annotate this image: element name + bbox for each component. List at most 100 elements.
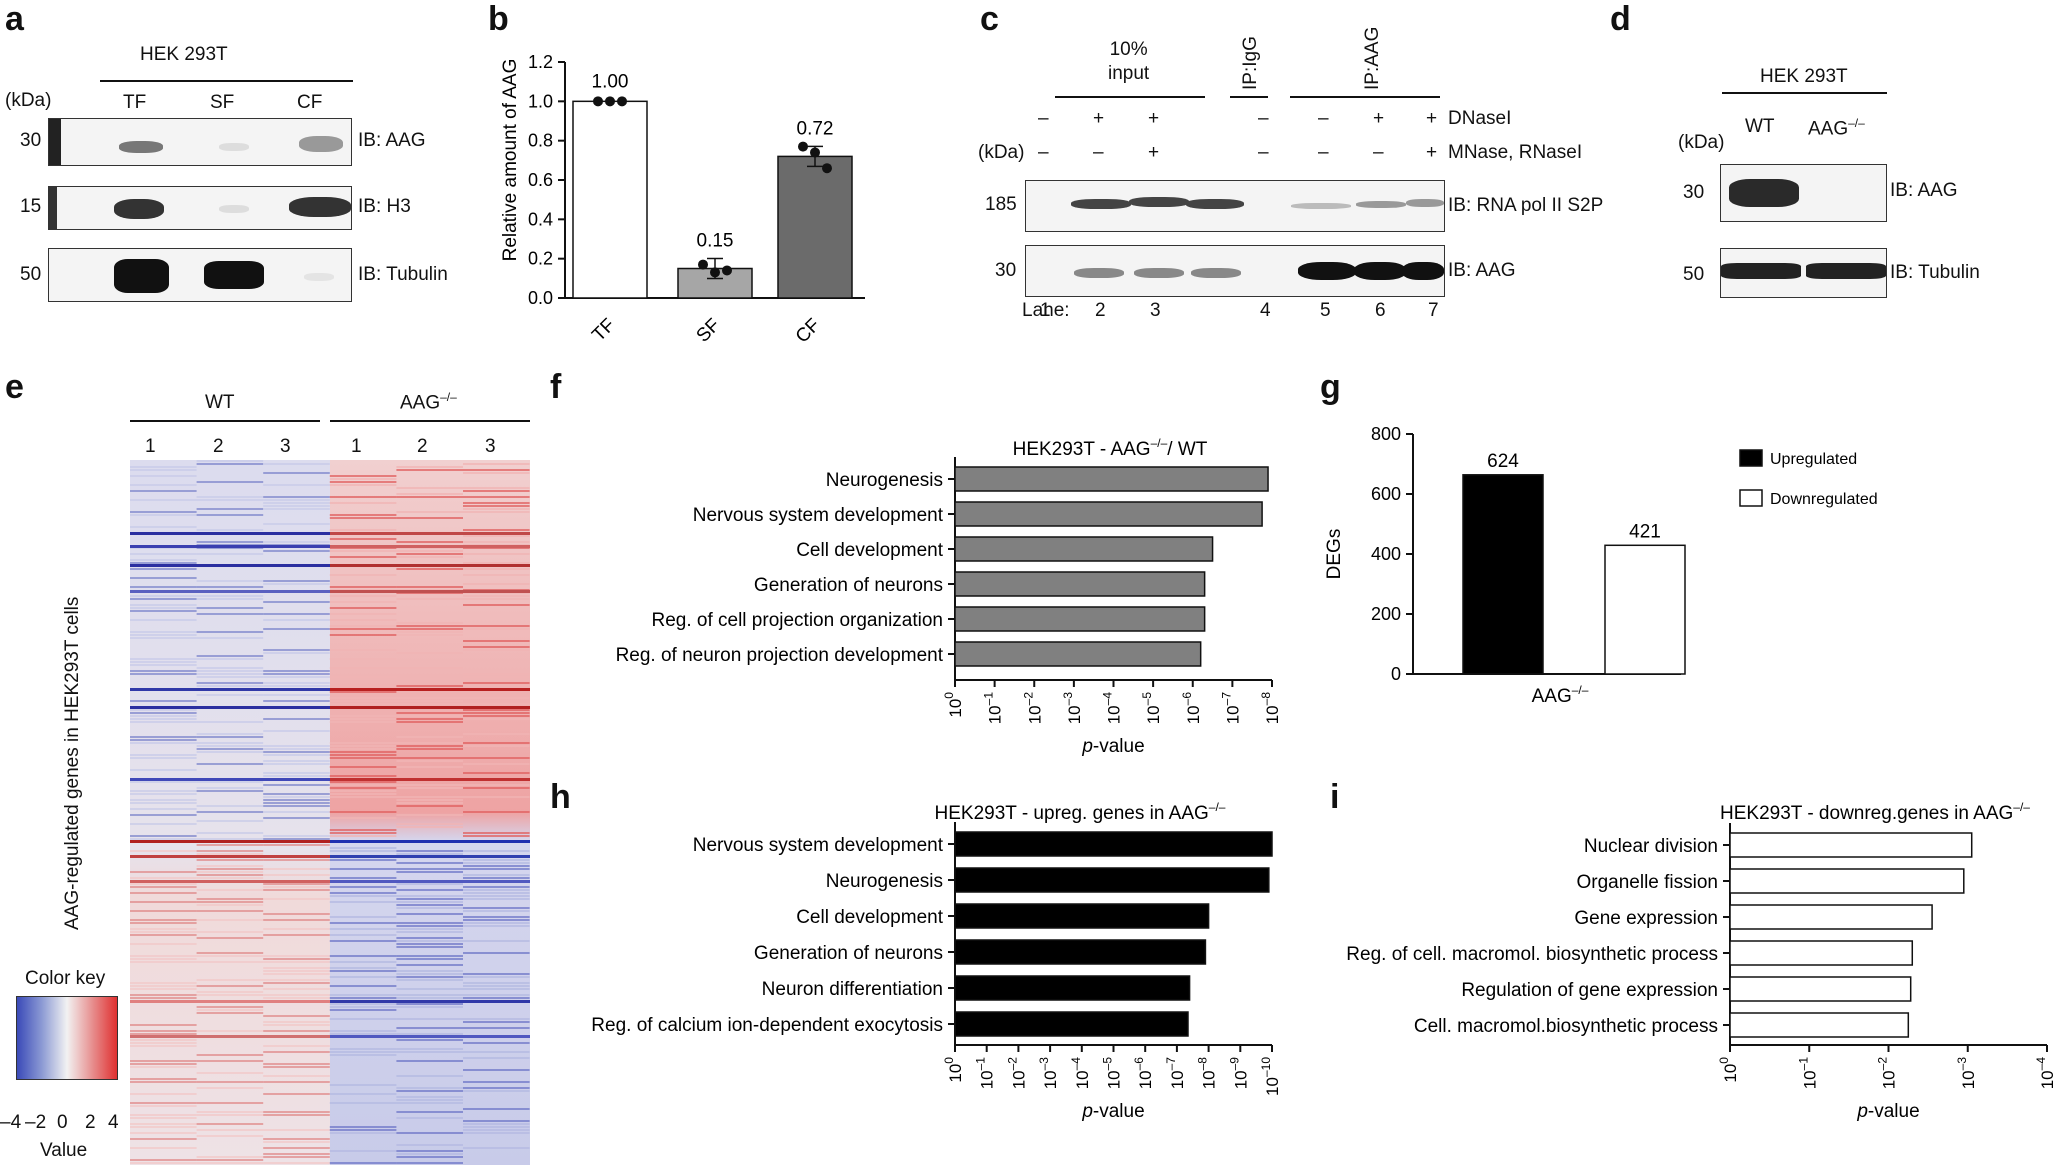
heatmap-stripe <box>130 1093 197 1095</box>
heatmap-stripe <box>396 970 463 972</box>
panel-a-header-line <box>100 80 353 82</box>
heatmap-stripe <box>463 982 530 984</box>
heatmap-stripe <box>329 1093 397 1095</box>
heatmap-stripe <box>196 1156 264 1158</box>
heatmap-stripe <box>130 1035 330 1038</box>
heatmap-stripe <box>396 766 463 768</box>
heatmap-stripe <box>130 994 197 996</box>
blot-a-aag <box>48 118 352 166</box>
chart-h-xlabel: p-value <box>1081 1101 1144 1122</box>
heatmap-stripe <box>196 820 264 822</box>
heatmap-stripe <box>396 823 463 825</box>
heatmap-stripe <box>130 1114 197 1116</box>
heatmap-stripe <box>396 667 463 669</box>
heatmap-stripe <box>263 883 330 885</box>
chart-h-category-label: Neuron differentiation <box>762 979 943 1000</box>
heatmap-stripe <box>130 742 197 744</box>
heatmap-stripe <box>329 1129 397 1131</box>
heatmap-stripe <box>130 850 197 852</box>
panel-e-lane-number: 2 <box>213 436 224 457</box>
heatmap-stripe <box>329 1162 397 1164</box>
heatmap-stripe <box>263 652 330 654</box>
chart-b-point <box>617 96 627 107</box>
panel-a-mw-30: 30 <box>20 130 42 151</box>
heatmap-stripe <box>196 694 264 696</box>
panel-a-row-label-tubulin: IB: Tubulin <box>358 264 448 285</box>
heatmap-stripe <box>196 1081 264 1083</box>
heatmap-stripe <box>463 1132 530 1134</box>
heatmap-stripe <box>396 1039 463 1041</box>
chart-i-x-tick-label: 100 <box>1717 1057 1740 1083</box>
heatmap-stripe <box>396 511 463 513</box>
heatmap-stripe <box>396 496 463 498</box>
panel-letter-b: b <box>488 0 509 38</box>
heatmap-stripe <box>463 715 530 717</box>
heatmap-stripe <box>463 892 530 894</box>
heatmap-stripe <box>463 832 530 834</box>
heatmap-stripe <box>463 712 530 714</box>
heatmap-stripe <box>396 889 463 891</box>
heatmap-stripe <box>329 1018 397 1020</box>
heatmap-stripe <box>196 1054 264 1056</box>
heatmap-stripe <box>329 1003 397 1005</box>
heatmap-stripe <box>396 853 463 855</box>
heatmap-stripe <box>263 502 330 504</box>
heatmap-stripe <box>196 514 264 516</box>
heatmap-stripe <box>130 604 197 606</box>
heatmap-stripe <box>263 508 330 510</box>
heatmap-stripe <box>329 574 397 576</box>
chart-f-bar <box>954 501 1263 527</box>
heatmap-stripe <box>396 901 463 903</box>
heatmap-stripe <box>263 898 330 900</box>
heatmap-stripe <box>463 472 530 474</box>
heatmap-stripe <box>130 499 197 501</box>
heatmap-stripe <box>396 556 463 558</box>
chart-f-category-label: Reg. of cell projection organization <box>651 610 943 631</box>
chart-b-bars: 1.00 0.15 0.72 <box>572 71 853 299</box>
heatmap-stripe <box>463 511 530 513</box>
heatmap-stripe <box>130 736 197 738</box>
chart-g-y-tick-label: 600 <box>1371 484 1401 504</box>
heatmap-stripe <box>463 490 530 492</box>
heatmap-stripe <box>130 484 197 486</box>
panel-a-col-tf: TF <box>123 92 147 113</box>
heatmap-stripe <box>463 940 530 942</box>
heatmap-stripe <box>396 553 463 555</box>
chart-f-category-label: Generation of neurons <box>754 575 943 596</box>
heatmap-stripe <box>396 586 463 588</box>
heatmap-stripe <box>196 736 264 738</box>
chart-h-category-label: Cell development <box>796 907 944 928</box>
heatmap-stripe <box>463 1108 530 1110</box>
heatmap-stripe <box>130 835 197 837</box>
panel-e-lane-number: 1 <box>145 436 156 457</box>
heatmap-stripe <box>329 811 397 813</box>
heatmap-stripe <box>196 673 264 675</box>
heatmap-stripe <box>329 754 397 756</box>
heatmap-stripe <box>196 682 264 684</box>
heatmap-stripe <box>263 763 330 765</box>
panel-c-dnase-sign: + <box>1093 108 1105 129</box>
heatmap-stripe <box>130 823 197 825</box>
heatmap-stripe <box>396 1150 463 1152</box>
heatmap-stripe <box>396 757 463 759</box>
chart-h-x-tick-label: 10–1 <box>974 1057 997 1090</box>
chart-g-value-label: 421 <box>1629 521 1661 542</box>
heatmap-stripe <box>329 550 397 552</box>
heatmap-stripe <box>130 1045 197 1047</box>
heatmap-stripe <box>196 508 264 510</box>
heatmap-stripe <box>330 1000 530 1003</box>
heatmap-stripe <box>196 1102 264 1104</box>
heatmap-stripe <box>463 508 530 510</box>
heatmap-stripe <box>329 940 397 942</box>
heatmap-stripe <box>396 1060 463 1062</box>
panel-letter-f: f <box>550 368 562 406</box>
heatmap-stripe <box>463 919 530 921</box>
heatmap-stripe <box>396 925 463 927</box>
heatmap-stripe <box>130 545 330 548</box>
panel-c-lane-number: 3 <box>1150 300 1161 321</box>
heatmap-stripe <box>263 958 330 960</box>
heatmap-stripe <box>329 517 397 519</box>
heatmap-stripe <box>196 607 264 609</box>
heatmap-stripe <box>196 529 264 531</box>
heatmap-stripe <box>463 640 530 642</box>
